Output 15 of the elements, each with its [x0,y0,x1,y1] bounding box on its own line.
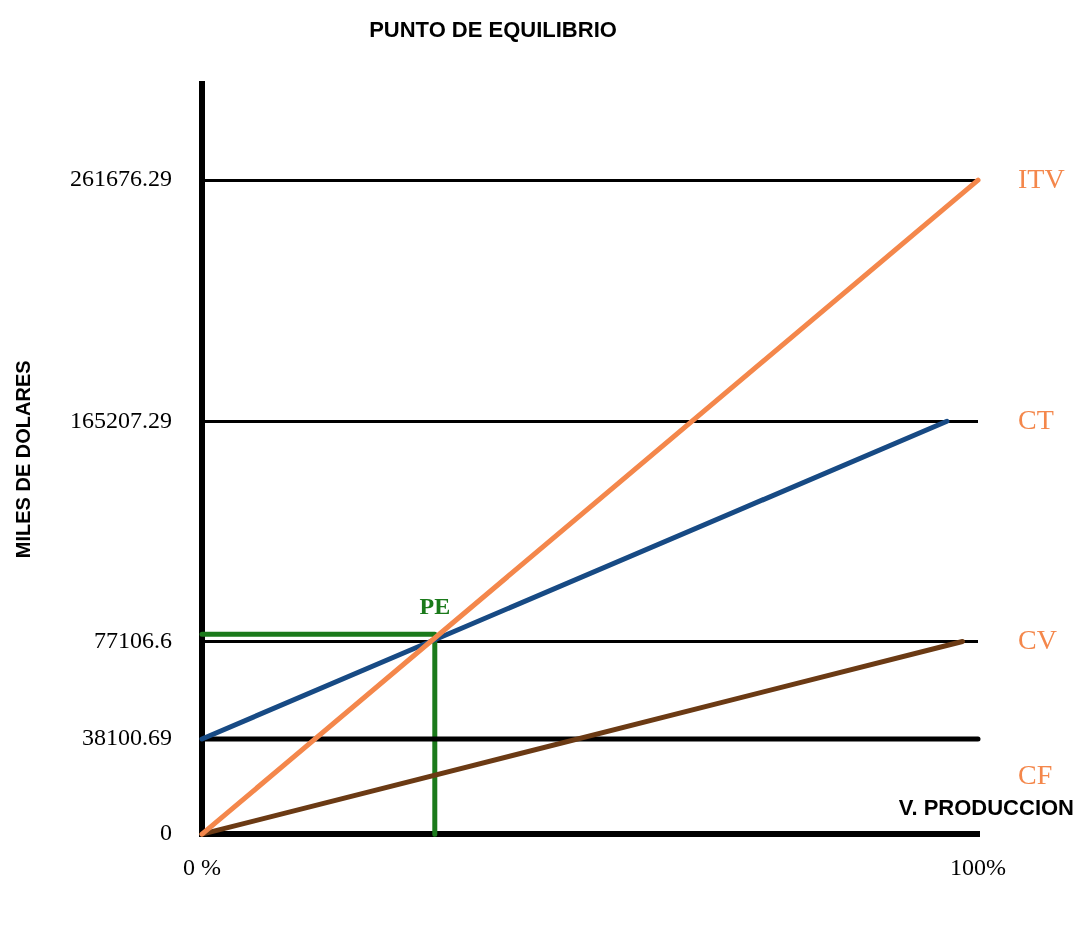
y-tick-label: 77106.6 [94,626,172,653]
x-axis-title: V. PRODUCCION [898,795,1074,821]
y-tick-label: 0 [160,819,172,846]
x-tick-label: 100% [950,853,1006,880]
series-label: CF [1018,759,1053,791]
annotation: PE [419,593,451,620]
x-tick-label: 0 % [183,853,221,880]
y-tick-label: 38100.69 [82,724,172,751]
y-tick-label: 165207.29 [70,406,172,433]
y-tick-label: 261676.29 [70,165,172,192]
text: CT [1018,403,1054,435]
series-label: CV [1018,623,1057,655]
y-axis-title: MILES DE DOLARES [11,360,34,559]
chart-title: PUNTO DE EQUILIBRIO [369,17,617,43]
series-label: ITV [1018,162,1065,194]
